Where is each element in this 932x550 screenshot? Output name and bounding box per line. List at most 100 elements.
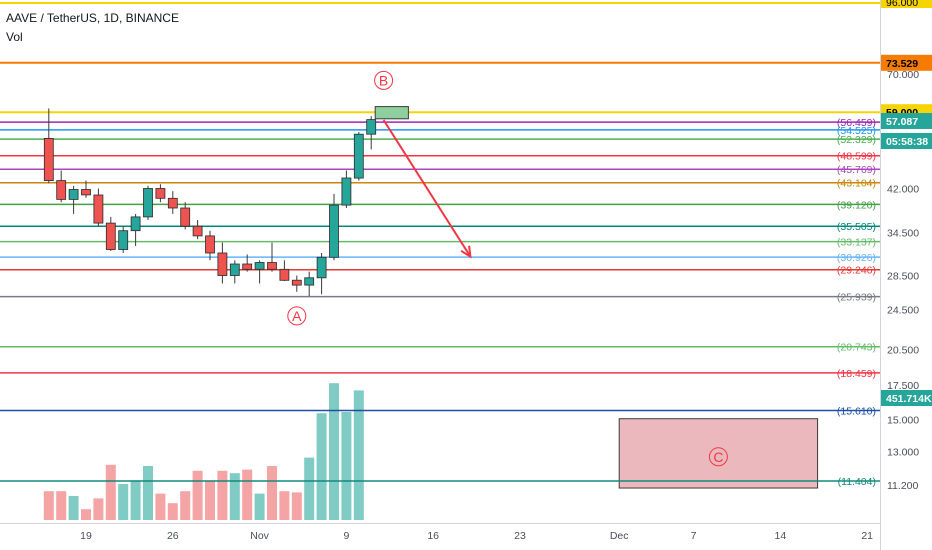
time-tick-5: 23 [514, 530, 526, 542]
candle-body-8 [143, 188, 153, 218]
candle-body-16 [242, 263, 253, 270]
candle-body-22 [316, 256, 327, 279]
volume-bar-7 [130, 480, 141, 520]
price-tick-4: 28.500 [887, 271, 919, 283]
candle-body-4 [93, 194, 104, 224]
price-tick-3: 34.500 [887, 228, 919, 240]
level-label-6: (48.599) [837, 151, 876, 163]
level-label-14: (25.939) [837, 292, 876, 304]
volume-bar-2 [68, 496, 79, 520]
candle-body-9 [155, 188, 166, 199]
level-label-8: (43.104) [837, 178, 876, 190]
level-label-11: (33.137) [837, 237, 876, 249]
price-tick-1: 70.000 [887, 69, 919, 81]
volume-bar-1 [56, 491, 67, 520]
candle-body-20 [291, 279, 302, 286]
volume-bar-25 [353, 390, 364, 520]
time-tick-0: 19 [80, 530, 92, 542]
level-label-15: (20.743) [837, 342, 876, 354]
volume-bar-5 [105, 464, 116, 520]
volume-bar-22 [316, 413, 327, 520]
countdown-badge-text: 05:58:38 [886, 136, 928, 148]
candle-body-25 [353, 133, 364, 179]
target-box-c [618, 418, 819, 489]
time-tick-9: 21 [861, 530, 873, 542]
candle-body-11 [180, 207, 191, 227]
volume-bar-17 [254, 493, 265, 520]
price-tick-7: 17.500 [887, 380, 919, 392]
level-label-5: (52.329) [837, 134, 876, 146]
volume-bar-9 [155, 493, 166, 520]
candle-body-24 [341, 177, 352, 206]
candle-body-10 [167, 197, 178, 209]
volume-indicator-label: Vol [6, 30, 23, 44]
wave-label-a: A [292, 308, 302, 324]
volume-bar-0 [43, 491, 54, 520]
wave-label-b: B [379, 72, 388, 88]
volume-bar-4 [93, 498, 104, 520]
candle-body-19 [279, 268, 290, 281]
wave-circle-a [287, 306, 307, 326]
volume-bar-23 [329, 383, 339, 520]
projection-arrow-head [460, 245, 472, 259]
wave-circle-c [708, 447, 728, 467]
price-badge-0-text: 96.000 [886, 0, 918, 9]
time-tick-1: 26 [167, 530, 179, 542]
last-price-badge-text: 57.087 [886, 116, 918, 128]
time-tick-8: 14 [775, 530, 787, 542]
volume-bar-10 [167, 503, 178, 520]
candle-body-6 [118, 230, 129, 250]
candle-body-3 [81, 189, 91, 196]
price-badge-1-text: 73.529 [886, 58, 918, 70]
countdown-badge-bg [881, 133, 932, 149]
level-label-3: (56.459) [837, 117, 876, 129]
volume-bar-8 [143, 466, 153, 520]
price-tick-5: 24.500 [887, 304, 919, 316]
candle-body-18 [267, 262, 277, 270]
volume-bar-19 [279, 491, 290, 520]
level-label-7: (45.769) [837, 164, 876, 176]
candle-body-26 [366, 119, 377, 135]
volume-bar-14 [217, 470, 228, 520]
level-label-10: (35.505) [837, 221, 876, 233]
time-tick-2: Nov [250, 530, 269, 542]
candle-body-13 [205, 235, 215, 254]
volume-bar-24 [341, 412, 352, 520]
price-tick-10: 11.200 [887, 480, 918, 492]
volume-bar-13 [205, 480, 215, 520]
level-label-9: (39.120) [837, 199, 876, 211]
level-label-12: (30.926) [837, 252, 876, 264]
target-box-b [374, 106, 409, 120]
level-label-13: (29.246) [837, 265, 876, 277]
volume-bar-11 [180, 491, 191, 520]
time-tick-4: 16 [427, 530, 439, 542]
volume-value-badge-bg [881, 390, 932, 406]
wave-circle-b [374, 70, 394, 90]
projection-arrow-line [382, 119, 472, 258]
candle-body-12 [192, 225, 203, 237]
price-badge-0-bg [881, 0, 932, 8]
candle-body-14 [217, 252, 228, 276]
volume-bar-6 [118, 484, 129, 520]
time-tick-3: 9 [343, 530, 349, 542]
price-tick-8: 15.000 [887, 415, 919, 427]
price-tick-6: 20.500 [887, 344, 919, 356]
level-label-4: (54.525) [837, 125, 876, 137]
time-tick-6: Dec [610, 530, 629, 542]
volume-bar-16 [242, 469, 253, 520]
price-tick-2: 42.000 [887, 184, 919, 196]
level-label-17: (15.610) [837, 406, 876, 418]
candle-body-15 [229, 263, 240, 276]
level-label-16: (18.459) [837, 368, 876, 380]
chart-title: AAVE / TetherUS, 1D, BINANCE [6, 11, 179, 25]
candle-body-7 [130, 216, 141, 232]
candle-body-21 [304, 277, 315, 286]
level-label-18: (11.404) [838, 476, 876, 488]
last-price-badge-bg [881, 113, 932, 129]
candle-body-23 [329, 204, 339, 258]
volume-bar-3 [81, 509, 91, 520]
volume-bar-15 [229, 473, 240, 520]
price-badge-1-bg [881, 54, 932, 71]
